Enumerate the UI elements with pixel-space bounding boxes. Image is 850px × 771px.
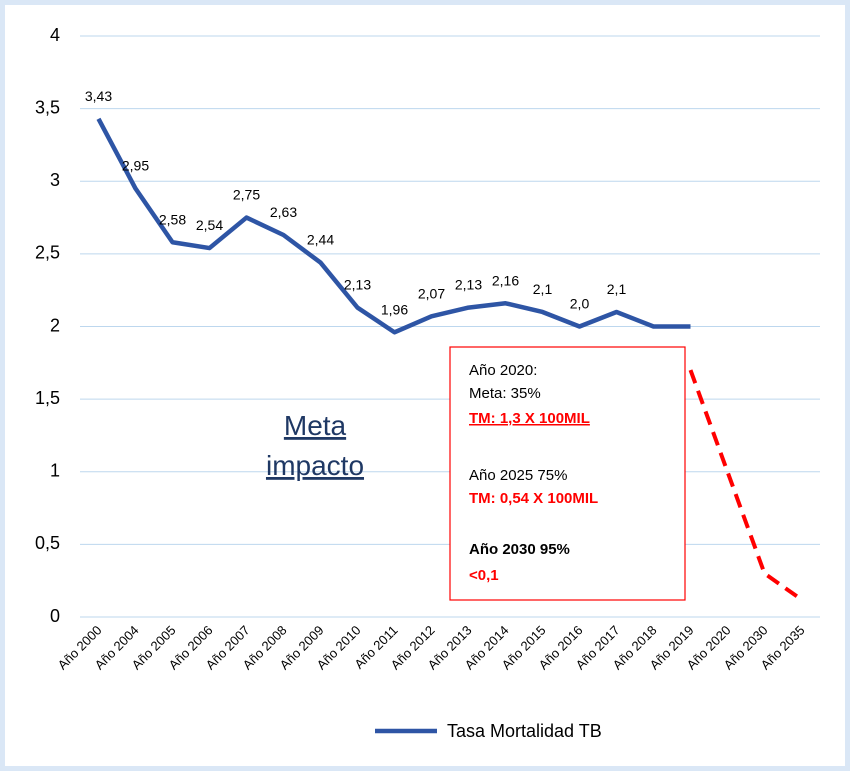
data-label: 2,1 (533, 281, 553, 297)
data-label: 1,96 (381, 301, 408, 317)
y-tick-label: 2 (50, 315, 60, 335)
marks: 3,43 2,95 2,58 2,54 2,75 2,63 2,44 2,13 1,96 2,07… (85, 88, 803, 602)
data-label: 3,43 (85, 88, 112, 104)
box-text: Meta: 35% (469, 385, 541, 402)
y-tick-label: 2,5 (35, 243, 60, 263)
y-tick-label: 3,5 (35, 97, 60, 117)
box-text: <0,1 (469, 567, 499, 584)
box-text: TM: 1,3 X 100MIL (469, 410, 590, 427)
y-tick-label: 3 (50, 170, 60, 190)
box-text: Año 2030 95% (469, 541, 570, 558)
y-tick-label: 1 (50, 461, 60, 481)
y-tick-label: 4 (50, 25, 60, 45)
data-label: 2,13 (455, 277, 482, 293)
box-text: Año 2020: (469, 362, 537, 379)
box-text: TM: 0,54 X 100MIL (469, 490, 598, 507)
data-label: 2,1 (607, 281, 627, 297)
meta-text: Meta (284, 410, 347, 441)
data-label: 2,44 (307, 232, 334, 248)
annotation-box (449, 346, 686, 601)
data-label: 2,75 (233, 187, 260, 203)
y-tick-label: 0,5 (35, 533, 60, 553)
series-line (688, 369, 803, 602)
series-line (96, 117, 691, 335)
data-label: 2,13 (344, 277, 371, 293)
data-label: 2,95 (122, 158, 149, 174)
legend-label: Tasa Mortalidad TB (447, 721, 602, 741)
data-label: 2,0 (570, 296, 590, 312)
meta-text: impacto (266, 450, 364, 481)
box-text: Año 2025 75% (469, 467, 567, 484)
y-tick-label: 1,5 (35, 388, 60, 408)
data-label: 2,16 (492, 272, 519, 288)
data-label: 2,58 (159, 211, 186, 227)
legend: Tasa Mortalidad TB (375, 721, 602, 741)
data-label: 2,54 (196, 217, 223, 233)
y-tick-label: 0 (50, 606, 60, 626)
data-label: 2,07 (418, 285, 445, 301)
data-label: 2,63 (270, 204, 297, 220)
